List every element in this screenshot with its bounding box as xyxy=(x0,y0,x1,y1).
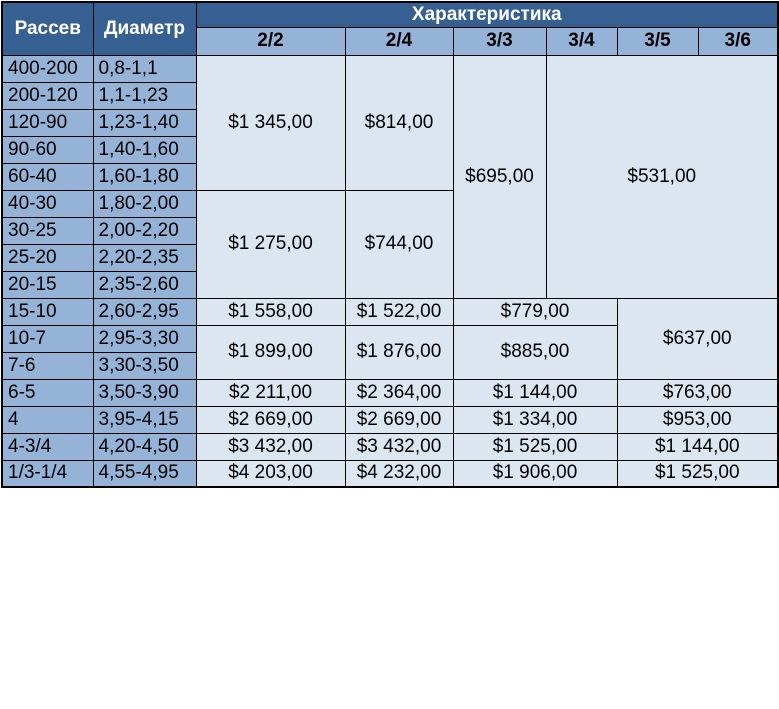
header-characteristic: Характеристика xyxy=(195,1,779,28)
price-cell: $1 144,00 xyxy=(452,378,618,407)
price-cell: $2 669,00 xyxy=(195,405,346,434)
header-diametr: Диаметр xyxy=(92,1,197,56)
diameter-range-cell: 1,40-1,60 xyxy=(92,135,197,164)
price-cell: $3 432,00 xyxy=(344,432,454,461)
price-cell: $1 899,00 xyxy=(195,324,346,380)
price-cell: $814,00 xyxy=(344,54,454,191)
price-cell: $763,00 xyxy=(616,378,779,407)
price-cell: $1 906,00 xyxy=(452,459,618,488)
price-cell: $885,00 xyxy=(452,324,618,380)
diameter-range-cell: 1,23-1,40 xyxy=(92,108,197,137)
sieve-range-cell: 1/3-1/4 xyxy=(1,459,94,488)
price-cell: $779,00 xyxy=(452,297,618,326)
diameter-range-cell: 3,30-3,50 xyxy=(92,351,197,380)
price-cell: $1 334,00 xyxy=(452,405,618,434)
price-cell: $1 525,00 xyxy=(616,459,779,488)
sieve-range-cell: 90-60 xyxy=(1,135,94,164)
sieve-range-cell: 25-20 xyxy=(1,243,94,272)
diameter-range-cell: 2,20-2,35 xyxy=(92,243,197,272)
diameter-range-cell: 4,55-4,95 xyxy=(92,459,197,488)
subheader-3-6: 3/6 xyxy=(697,26,779,56)
diameter-range-cell: 3,50-3,90 xyxy=(92,378,197,407)
sieve-range-cell: 4-3/4 xyxy=(1,432,94,461)
subheader-3-4: 3/4 xyxy=(545,26,618,56)
sieve-range-cell: 6-5 xyxy=(1,378,94,407)
price-cell: $1 522,00 xyxy=(344,297,454,326)
sieve-range-cell: 40-30 xyxy=(1,189,94,218)
price-cell: $2 669,00 xyxy=(344,405,454,434)
price-cell: $1 275,00 xyxy=(195,189,346,299)
price-cell: $1 558,00 xyxy=(195,297,346,326)
diameter-range-cell: 2,35-2,60 xyxy=(92,270,197,299)
subheader-3-5: 3/5 xyxy=(616,26,699,56)
sieve-range-cell: 30-25 xyxy=(1,216,94,245)
price-cell: $3 432,00 xyxy=(195,432,346,461)
sieve-range-cell: 10-7 xyxy=(1,324,94,353)
price-cell: $1 525,00 xyxy=(452,432,618,461)
price-cell: $744,00 xyxy=(344,189,454,299)
diameter-range-cell: 3,95-4,15 xyxy=(92,405,197,434)
price-cell: $2 211,00 xyxy=(195,378,346,407)
price-cell: $2 364,00 xyxy=(344,378,454,407)
sieve-range-cell: 7-6 xyxy=(1,351,94,380)
price-cell: $4 232,00 xyxy=(344,459,454,488)
sieve-range-cell: 15-10 xyxy=(1,297,94,326)
price-cell: $637,00 xyxy=(616,297,779,380)
price-cell: $953,00 xyxy=(616,405,779,434)
price-cell: $4 203,00 xyxy=(195,459,346,488)
diameter-range-cell: 1,60-1,80 xyxy=(92,162,197,191)
sieve-range-cell: 4 xyxy=(1,405,94,434)
price-cell: $695,00 xyxy=(452,54,547,299)
diameter-range-cell: 1,1-1,23 xyxy=(92,81,197,110)
sieve-range-cell: 400-200 xyxy=(1,54,94,83)
diameter-range-cell: 2,95-3,30 xyxy=(92,324,197,353)
diameter-range-cell: 1,80-2,00 xyxy=(92,189,197,218)
diameter-range-cell: 0,8-1,1 xyxy=(92,54,197,83)
diameter-range-cell: 4,20-4,50 xyxy=(92,432,197,461)
sieve-range-cell: 200-120 xyxy=(1,81,94,110)
price-cell: $531,00 xyxy=(545,54,779,299)
subheader-2-2: 2/2 xyxy=(195,26,346,56)
subheader-2-4: 2/4 xyxy=(344,26,454,56)
price-cell: $1 876,00 xyxy=(344,324,454,380)
price-table: Рассев Диаметр Характеристика 2/2 2/4 3/… xyxy=(1,1,779,488)
price-cell: $1 345,00 xyxy=(195,54,346,191)
diameter-range-cell: 2,00-2,20 xyxy=(92,216,197,245)
sieve-range-cell: 20-15 xyxy=(1,270,94,299)
subheader-3-3: 3/3 xyxy=(452,26,547,56)
price-cell: $1 144,00 xyxy=(616,432,779,461)
diameter-range-cell: 2,60-2,95 xyxy=(92,297,197,326)
sieve-range-cell: 60-40 xyxy=(1,162,94,191)
sieve-range-cell: 120-90 xyxy=(1,108,94,137)
header-rassev: Рассев xyxy=(1,1,94,56)
